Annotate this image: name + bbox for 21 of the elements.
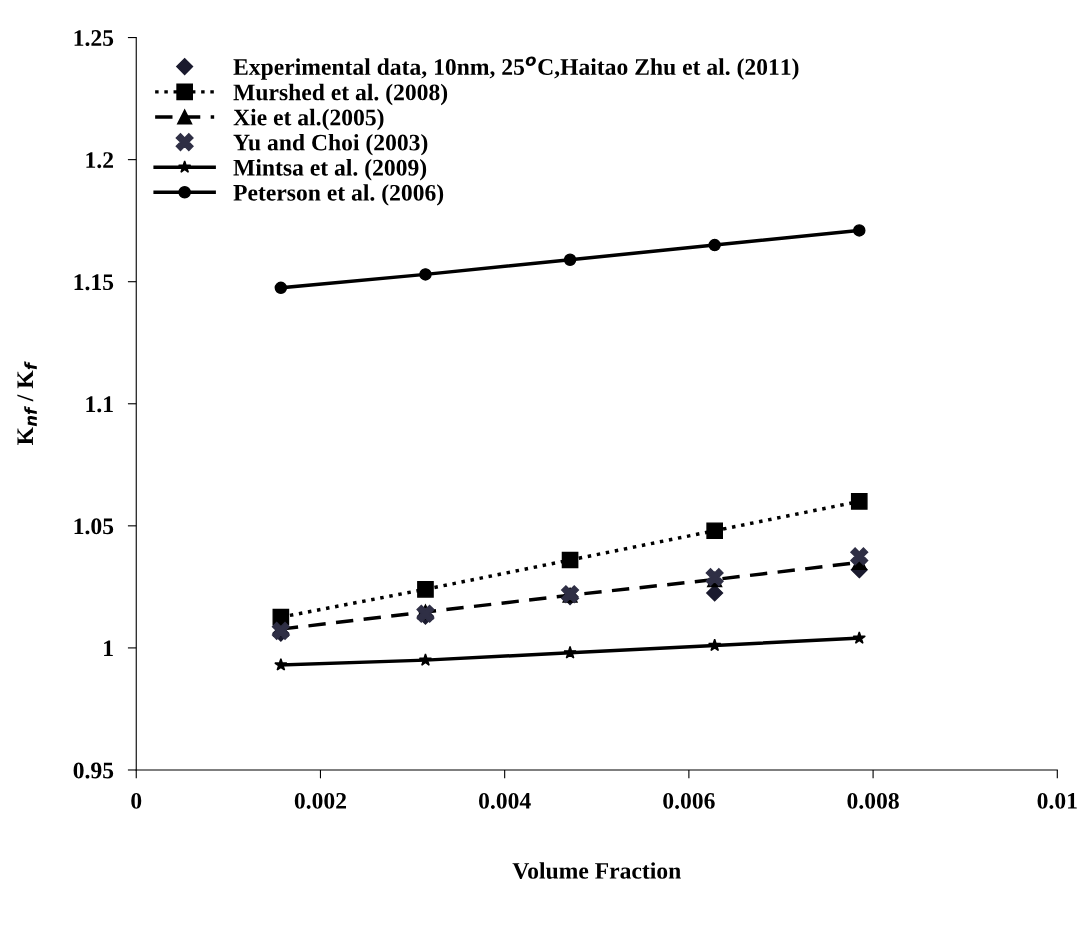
legend-label: Mintsa et al. (2009) bbox=[233, 159, 427, 181]
legend-label: Murshed et al. (2008) bbox=[233, 83, 448, 106]
y-tick-label: 1.1 bbox=[86, 396, 113, 413]
legend-label: Experimental data, 10nm, 25$^{o}$C,Haitao Zhu et al. (2011) bbox=[233, 56, 799, 80]
y-tick-label: 1.05 bbox=[74, 518, 114, 535]
y-tick-label: 1 bbox=[104, 640, 113, 657]
x-tick-label: 0.008 bbox=[847, 792, 899, 809]
legend-label: Peterson et al. (2006) bbox=[233, 184, 444, 206]
y-tick-label: 1.2 bbox=[86, 152, 114, 169]
x-tick-label: 0.004 bbox=[479, 792, 531, 809]
x-axis-title: Volume Fraction bbox=[512, 862, 681, 879]
y-tick-label: 0.95 bbox=[73, 762, 114, 779]
y-axis-title: K$_{nf}$ / K$_{f}$ bbox=[17, 361, 37, 445]
x-tick-label: 0 bbox=[131, 792, 142, 809]
y-tick-label: 1.15 bbox=[74, 274, 114, 291]
x-tick-label: 0.006 bbox=[663, 792, 715, 809]
x-tick-label: 0.01 bbox=[1037, 792, 1077, 809]
legend-label: Yu and Choi (2003) bbox=[233, 133, 428, 156]
legend-label: Xie et al.(2005) bbox=[233, 108, 384, 131]
y-tick-label: 1.25 bbox=[74, 30, 114, 47]
x-tick-label: 0.002 bbox=[294, 792, 347, 809]
